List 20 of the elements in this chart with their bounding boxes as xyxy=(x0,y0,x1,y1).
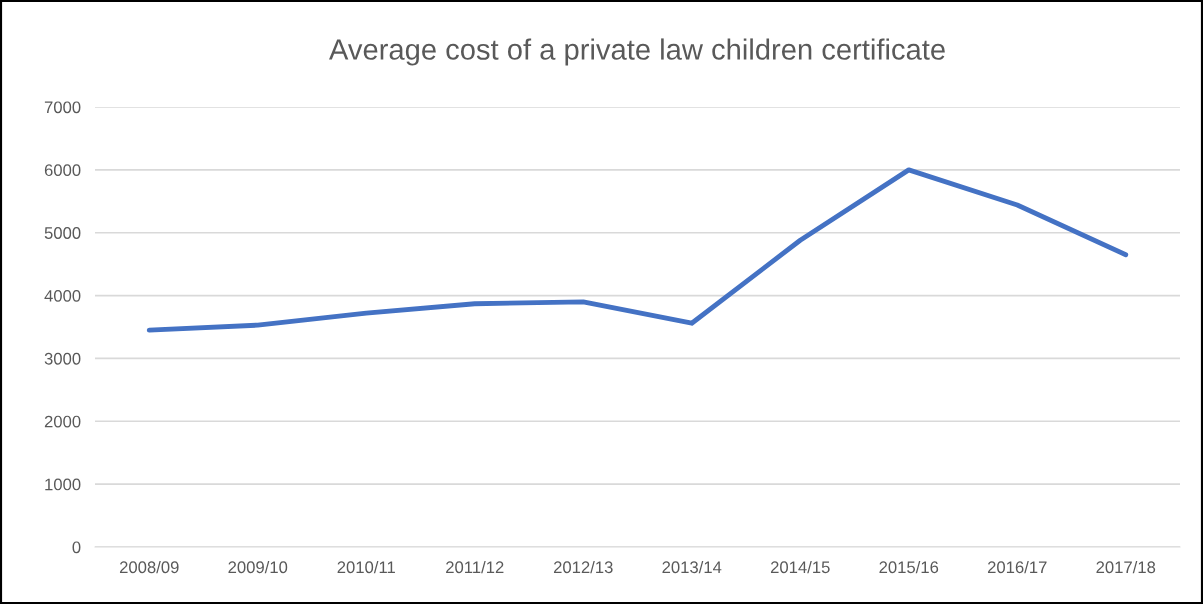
y-tick-label: 1000 xyxy=(45,478,81,491)
x-tick-label: 2008/09 xyxy=(119,560,179,574)
y-tick-label: 5000 xyxy=(44,227,81,239)
y-tick-label: 2000 xyxy=(44,415,81,428)
x-tick-label: 2011/12 xyxy=(446,560,504,574)
x-tick-label: 2012/13 xyxy=(553,560,613,574)
x-tick-label: 2015/16 xyxy=(879,560,939,574)
x-tick-label: 2013/14 xyxy=(662,560,722,574)
y-tick-label: 7000 xyxy=(44,101,81,114)
y-tick-label: 6000 xyxy=(44,164,81,177)
x-tick-label: 2016/17 xyxy=(987,560,1047,574)
y-tick-label: 3000 xyxy=(44,352,81,365)
x-tick-label: 2017/18 xyxy=(1096,560,1156,574)
x-tick-label: 2009/10 xyxy=(228,560,288,574)
line-series xyxy=(146,167,1129,333)
y-tick-label: 0 xyxy=(72,541,81,554)
y-tick-label: 4000 xyxy=(44,289,81,302)
x-tick-label: 2010/11 xyxy=(337,560,395,574)
x-tick-label: 2014/15 xyxy=(770,560,830,574)
chart-title: Average cost of a private law children certificate xyxy=(329,38,945,66)
